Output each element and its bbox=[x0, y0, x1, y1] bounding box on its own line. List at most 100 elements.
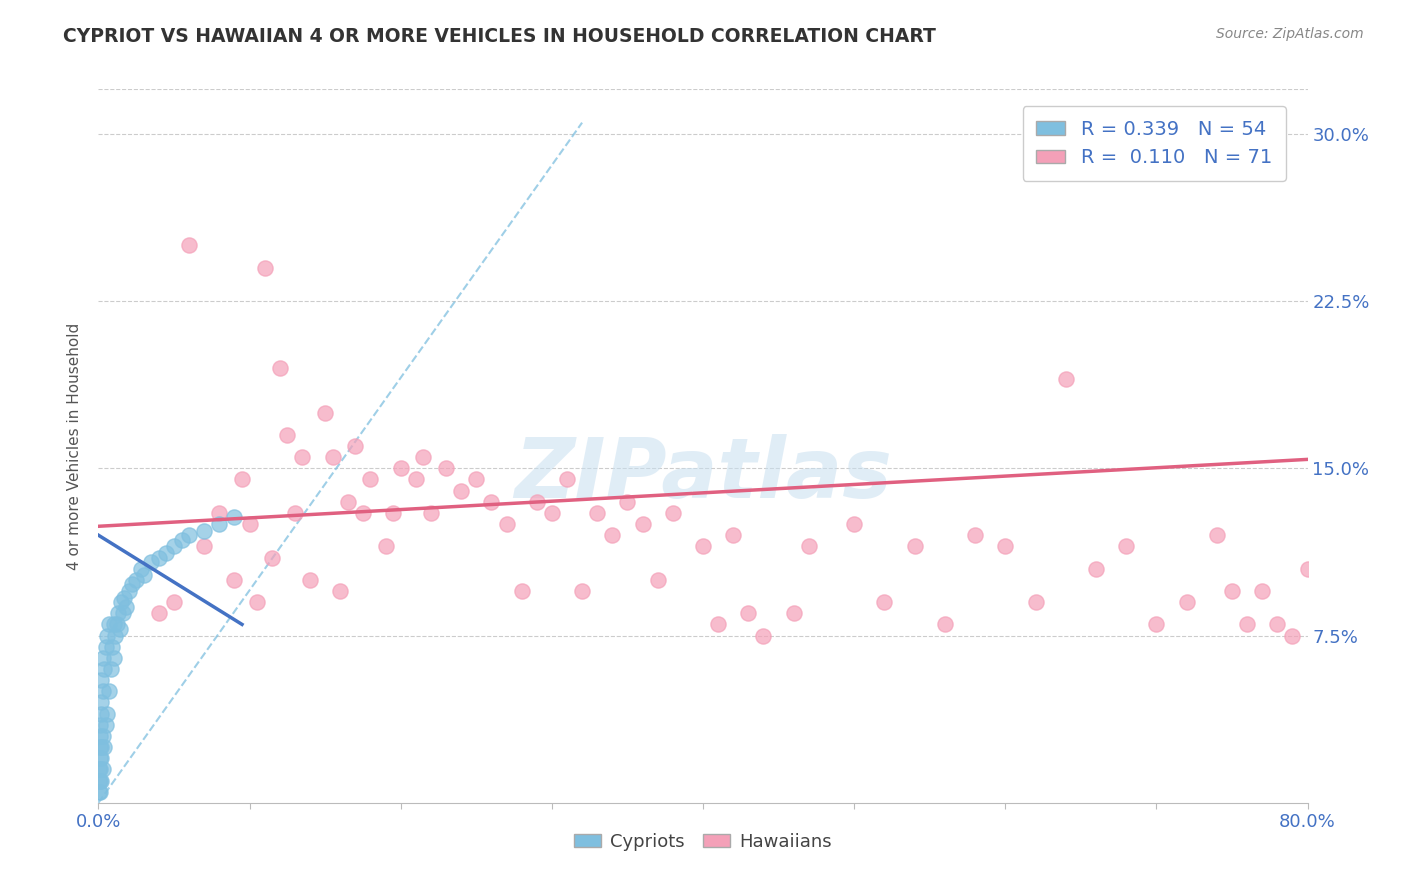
Point bbox=[94, 717, 117, 731]
Point bbox=[555, 473, 578, 487]
Point bbox=[1296, 562, 1319, 576]
Point bbox=[1251, 583, 1274, 598]
Point bbox=[89, 762, 111, 776]
Point bbox=[90, 740, 112, 755]
Point bbox=[91, 684, 114, 698]
Point bbox=[89, 740, 111, 755]
Point bbox=[329, 583, 352, 598]
Point bbox=[934, 617, 956, 632]
Point bbox=[89, 762, 111, 776]
Point bbox=[1085, 562, 1108, 576]
Point bbox=[1144, 617, 1167, 632]
Y-axis label: 4 or more Vehicles in Household: 4 or more Vehicles in Household bbox=[67, 322, 83, 570]
Point bbox=[89, 717, 111, 731]
Point bbox=[1175, 595, 1198, 609]
Point bbox=[692, 539, 714, 553]
Point bbox=[965, 528, 987, 542]
Point bbox=[108, 622, 131, 636]
Point bbox=[1267, 617, 1289, 632]
Point bbox=[179, 528, 201, 542]
Point bbox=[737, 607, 759, 621]
Point bbox=[405, 473, 427, 487]
Point bbox=[163, 595, 186, 609]
Point bbox=[193, 524, 215, 538]
Point bbox=[112, 591, 135, 605]
Point bbox=[90, 773, 112, 788]
Point bbox=[110, 595, 132, 609]
Point bbox=[450, 483, 472, 498]
Point bbox=[118, 583, 141, 598]
Point bbox=[571, 583, 593, 598]
Point bbox=[132, 568, 155, 582]
Point bbox=[148, 550, 170, 565]
Point bbox=[253, 260, 276, 275]
Point bbox=[797, 539, 820, 553]
Text: CYPRIOT VS HAWAIIAN 4 OR MORE VEHICLES IN HOUSEHOLD CORRELATION CHART: CYPRIOT VS HAWAIIAN 4 OR MORE VEHICLES I… bbox=[63, 27, 936, 45]
Point bbox=[752, 628, 775, 642]
Point bbox=[510, 583, 533, 598]
Point bbox=[208, 516, 231, 531]
Point bbox=[98, 617, 121, 632]
Point bbox=[495, 516, 517, 531]
Point bbox=[262, 550, 284, 565]
Point bbox=[89, 751, 111, 765]
Point bbox=[103, 617, 125, 632]
Point bbox=[246, 595, 269, 609]
Point bbox=[148, 607, 170, 621]
Point bbox=[389, 461, 412, 475]
Point bbox=[284, 506, 307, 520]
Point bbox=[91, 651, 114, 665]
Point bbox=[129, 562, 152, 576]
Point bbox=[1236, 617, 1258, 632]
Point bbox=[412, 450, 434, 464]
Point bbox=[103, 651, 125, 665]
Point bbox=[90, 706, 112, 721]
Point bbox=[111, 607, 134, 621]
Point bbox=[93, 662, 115, 676]
Point bbox=[360, 473, 382, 487]
Point bbox=[707, 617, 730, 632]
Point bbox=[586, 506, 609, 520]
Point bbox=[239, 516, 262, 531]
Point bbox=[93, 740, 115, 755]
Point bbox=[121, 577, 143, 591]
Point bbox=[374, 539, 396, 553]
Point bbox=[420, 506, 443, 520]
Point bbox=[1024, 595, 1046, 609]
Point bbox=[314, 405, 336, 419]
Point bbox=[89, 773, 111, 788]
Point bbox=[114, 599, 136, 614]
Point bbox=[661, 506, 683, 520]
Point bbox=[1220, 583, 1243, 598]
Point bbox=[844, 516, 866, 531]
Point bbox=[89, 773, 111, 788]
Legend: Cypriots, Hawaiians: Cypriots, Hawaiians bbox=[567, 826, 839, 858]
Point bbox=[352, 506, 374, 520]
Point bbox=[873, 595, 896, 609]
Point bbox=[616, 494, 638, 508]
Point bbox=[104, 628, 127, 642]
Point bbox=[91, 762, 114, 776]
Point bbox=[481, 494, 503, 508]
Point bbox=[96, 706, 118, 721]
Point bbox=[526, 494, 548, 508]
Point bbox=[631, 516, 654, 531]
Point bbox=[269, 360, 291, 375]
Point bbox=[231, 473, 253, 487]
Point bbox=[1206, 528, 1229, 542]
Point bbox=[94, 640, 117, 654]
Point bbox=[783, 607, 806, 621]
Point bbox=[170, 533, 193, 547]
Point bbox=[89, 785, 111, 799]
Point bbox=[647, 573, 669, 587]
Point bbox=[299, 573, 322, 587]
Point bbox=[100, 662, 122, 676]
Point bbox=[125, 573, 148, 587]
Point bbox=[89, 785, 111, 799]
Point bbox=[89, 729, 111, 743]
Point bbox=[336, 494, 359, 508]
Point bbox=[1054, 372, 1077, 386]
Point bbox=[322, 450, 344, 464]
Point bbox=[90, 673, 112, 687]
Point bbox=[224, 573, 246, 587]
